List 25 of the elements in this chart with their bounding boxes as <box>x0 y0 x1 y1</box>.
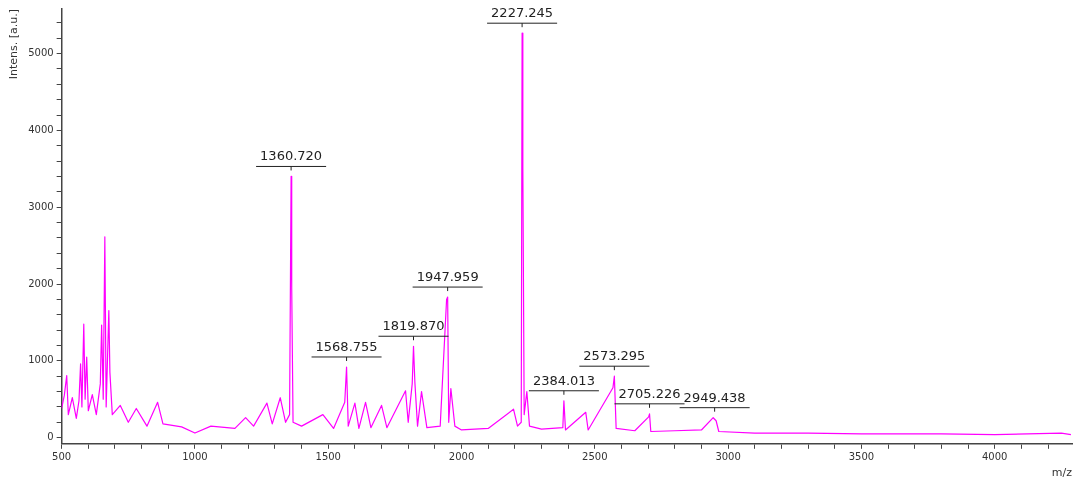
x-axis-title: m/z <box>1051 466 1073 480</box>
annotation: 1568.755 <box>315 338 378 354</box>
y-tick-label: 0 <box>47 431 54 443</box>
y-tick-label: 4000 <box>28 123 54 135</box>
x-tick-label: 1000 <box>182 451 208 463</box>
annotation: 1360.720 <box>260 148 323 164</box>
x-tick-label: 500 <box>52 451 72 463</box>
annotation: 1819.870 <box>382 318 445 334</box>
x-tick-label: 2500 <box>582 451 608 463</box>
annotation: 2573.295 <box>583 348 646 364</box>
y-tick-label: 1000 <box>28 354 54 366</box>
x-tick-label: 4000 <box>981 451 1008 463</box>
annotation: 1947.959 <box>416 268 479 284</box>
y-tick-label: 5000 <box>28 47 54 59</box>
annotation: 2384.013 <box>532 372 595 388</box>
y-tick-label: 2000 <box>28 277 54 289</box>
x-tick-label: 3500 <box>848 451 875 463</box>
x-tick-label: 2000 <box>448 451 475 463</box>
annotation: 2227.245 <box>491 5 554 21</box>
annotation: 2705.226 <box>618 385 681 401</box>
y-tick-label: 3000 <box>28 200 54 212</box>
x-tick-label: 1500 <box>315 451 341 463</box>
x-tick-label: 3000 <box>715 451 741 463</box>
y-axis-title: Intens. [a.u.] <box>7 9 21 80</box>
annotation: 2949.438 <box>683 389 746 405</box>
